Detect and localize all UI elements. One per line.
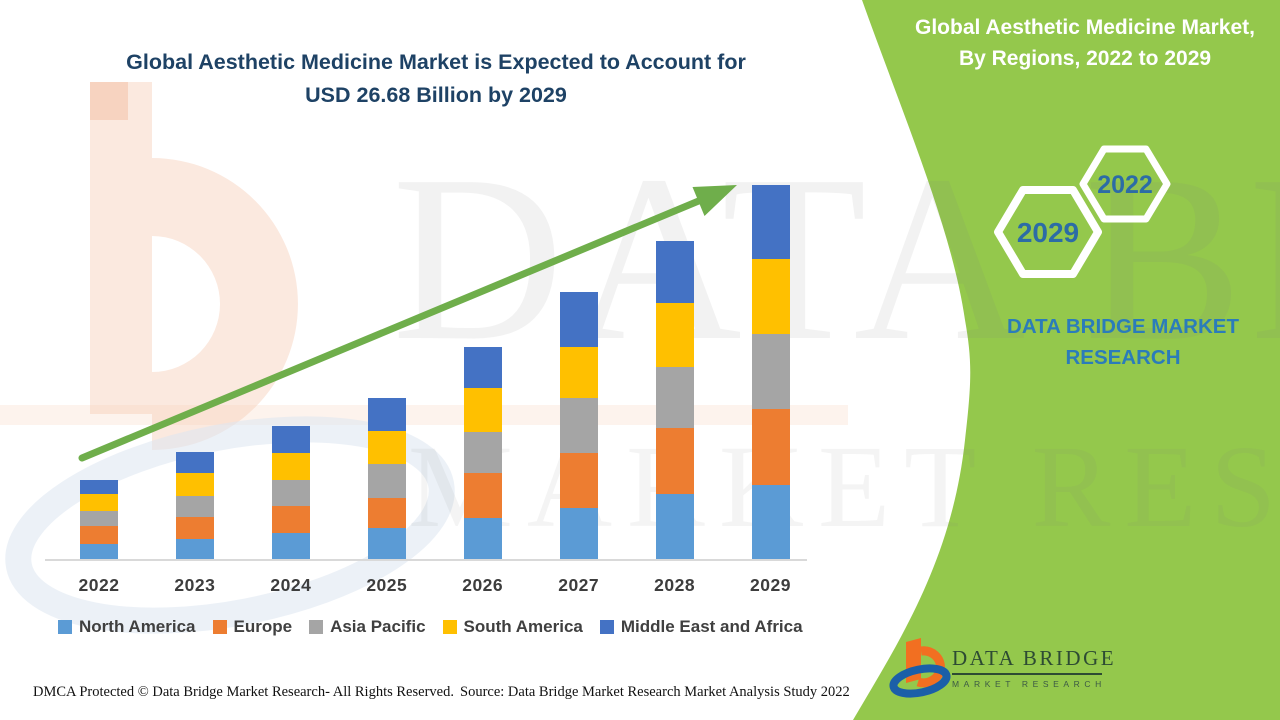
legend-swatch: [442, 620, 457, 634]
page-title-line2: USD 26.68 Billion by 2029: [305, 83, 567, 107]
x-axis-label-2024: 2024: [270, 575, 312, 595]
bar-segment-europe: [751, 409, 790, 485]
legend-item-middle-east-and-africa: Middle East and Africa: [599, 617, 803, 637]
legend-label: Asia Pacific: [330, 617, 426, 636]
legend-swatch: [309, 620, 324, 634]
bar-segment-europe: [80, 526, 118, 545]
logo-subtitle: MARKET RESEARCH: [952, 679, 1106, 689]
page-title: Global Aesthetic Medicine Market is Expe…: [96, 46, 776, 112]
legend: North America Europe Asia Pacific South Ame…: [58, 617, 803, 637]
bar-2024: [271, 426, 310, 560]
legend-label: North America: [79, 617, 196, 636]
hexagon-2022-label: 2022: [1097, 171, 1153, 199]
bar-segment-europe: [655, 428, 694, 495]
bar-segment-south-america: [463, 388, 502, 433]
hexagon-2022-shape: [1079, 145, 1171, 223]
source-note: Source: Data Bridge Market Research Mark…: [460, 684, 850, 700]
legend-item-europe: Europe: [212, 617, 293, 637]
bar-segment-europe: [271, 506, 310, 534]
bar-segment-asia-pacific: [175, 496, 214, 517]
dmca-note: DMCA Protected © Data Bridge Market Rese…: [33, 684, 454, 700]
legend-item-south-america: South America: [442, 617, 583, 637]
x-axis-line: [45, 559, 807, 561]
legend-item-asia-pacific: Asia Pacific: [309, 617, 426, 637]
bar-segment-south-america: [367, 430, 406, 465]
watermark-line2: MARKET RESEARCH: [408, 421, 1280, 552]
legend-label: Middle East and Africa: [620, 617, 803, 636]
bar-segment-middle-east-and-africa: [175, 452, 214, 474]
legend-label: South America: [463, 617, 583, 636]
watermark-line1: DATA BRIDGE: [392, 127, 1280, 390]
bar-2029: [751, 184, 790, 560]
bar-segment-europe: [463, 473, 502, 519]
bar-segment-north-america: [80, 544, 118, 560]
bar-segment-north-america: [655, 494, 694, 560]
hexagon-2029-label: 2029: [1017, 217, 1079, 248]
data-bridge-logo-text: DATA BRIDGE MARKET RESEARCH: [952, 646, 1114, 689]
bar-segment-asia-pacific: [80, 511, 118, 526]
bar-segment-asia-pacific: [655, 366, 694, 429]
bar-segment-middle-east-and-africa: [271, 426, 310, 453]
bar-segment-asia-pacific: [751, 334, 790, 410]
bar-segment-middle-east-and-africa: [751, 184, 790, 259]
x-axis-label-2026: 2026: [462, 575, 504, 595]
bar-segment-south-america: [655, 303, 694, 367]
bar-segment-europe: [175, 516, 214, 540]
legend-swatch: [599, 620, 614, 634]
bar-segment-south-america: [175, 473, 214, 497]
panel-heading: Global Aesthetic Medicine Market, By Reg…: [915, 16, 1255, 70]
bar-segment-north-america: [367, 528, 406, 560]
x-axis-label-2028: 2028: [654, 575, 696, 595]
bar-segment-asia-pacific: [367, 464, 406, 498]
bar-segment-north-america: [271, 533, 310, 560]
legend-swatch: [212, 620, 227, 634]
bar-segment-middle-east-and-africa: [559, 292, 598, 348]
page-title-line1: Global Aesthetic Medicine Market is Expe…: [126, 50, 746, 74]
x-axis-label-2029: 2029: [750, 575, 791, 595]
bar-2028: [655, 240, 694, 560]
bar-segment-north-america: [463, 518, 502, 560]
brand-text: DATA BRIDGE MARKET RESEARCH: [1007, 315, 1239, 369]
bar-2025: [367, 398, 406, 560]
x-axis-label-2023: 2023: [174, 575, 216, 595]
bar-segment-asia-pacific: [271, 480, 310, 507]
bar-segment-south-america: [559, 347, 598, 399]
bar-2022: [80, 480, 118, 560]
bar-segment-middle-east-and-africa: [655, 240, 694, 304]
bar-segment-south-america: [751, 258, 790, 335]
x-axis-label-2025: 2025: [366, 575, 408, 595]
bar-segment-asia-pacific: [463, 432, 502, 474]
x-axis-label-2022: 2022: [78, 575, 120, 595]
hexagon-2029-shape: [994, 186, 1102, 278]
bar-segment-north-america: [751, 484, 790, 560]
bar-segment-middle-east-and-africa: [80, 480, 118, 495]
bar-2023: [175, 452, 214, 560]
bar-segment-middle-east-and-africa: [463, 346, 502, 389]
bar-segment-north-america: [175, 539, 214, 560]
bar-2027: [559, 292, 598, 560]
logo-name: DATA BRIDGE: [952, 646, 1114, 675]
legend-label: Europe: [233, 617, 293, 636]
bar-segment-north-america: [559, 508, 598, 560]
bar-segment-south-america: [80, 494, 118, 511]
x-axis-label-2027: 2027: [558, 575, 600, 595]
bar-segment-asia-pacific: [559, 398, 598, 453]
bar-segment-middle-east-and-africa: [367, 398, 406, 431]
bar-segment-europe: [559, 452, 598, 509]
legend-swatch: [58, 620, 72, 634]
bar-segment-south-america: [271, 452, 310, 481]
bar-segment-europe: [367, 497, 406, 529]
legend-item-north-america: North America: [58, 617, 196, 637]
bar-2026: [463, 346, 502, 560]
